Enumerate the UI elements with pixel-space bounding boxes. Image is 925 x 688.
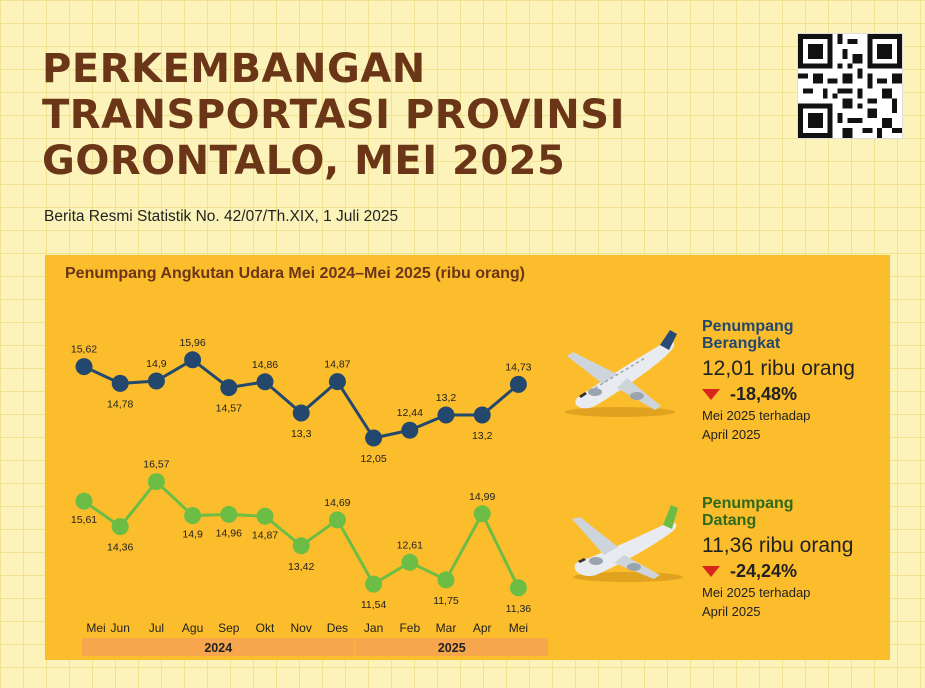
data-label: 16,57 xyxy=(143,459,169,471)
data-label: 14,36 xyxy=(107,542,133,554)
page-title: PERKEMBANGAN TRANSPORTASI PROVINSI GORON… xyxy=(42,46,742,184)
arrival-summary: Penumpang Datang 11,36 ribu orang -24,24… xyxy=(702,495,853,620)
data-point xyxy=(147,372,165,390)
qr-code-icon[interactable] xyxy=(797,33,903,139)
data-point xyxy=(292,537,310,555)
x-tick-label: Feb xyxy=(399,621,420,635)
data-label: 14,73 xyxy=(505,361,531,373)
data-label: 13,2 xyxy=(436,392,457,404)
departure-summary: Penumpang Berangkat 12,01 ribu orang -18… xyxy=(702,318,855,443)
data-point xyxy=(401,553,419,571)
data-label: 11,75 xyxy=(433,595,459,607)
data-point xyxy=(437,406,455,424)
data-point xyxy=(220,379,238,397)
data-label: 12,05 xyxy=(360,453,386,465)
data-label: 12,44 xyxy=(397,407,423,419)
data-point xyxy=(256,507,274,525)
data-point xyxy=(75,358,93,376)
data-point xyxy=(184,351,202,369)
x-tick-label: Mei xyxy=(86,621,105,635)
x-tick-label: Jan xyxy=(364,621,383,635)
data-label: 14,86 xyxy=(252,359,278,371)
departure-change: -18,48% xyxy=(702,384,855,405)
data-label: 14,96 xyxy=(216,527,242,539)
title-line: TRANSPORTASI PROVINSI xyxy=(42,92,625,138)
arrival-change-value: -24,24% xyxy=(730,561,798,581)
data-point xyxy=(509,579,527,597)
departure-name-line: Penumpang xyxy=(702,318,794,335)
data-label: 14,69 xyxy=(324,497,350,509)
data-point xyxy=(509,375,527,393)
data-point xyxy=(473,505,491,523)
data-label: 14,99 xyxy=(469,491,495,503)
x-tick-label: Des xyxy=(327,621,348,635)
data-label: 13,2 xyxy=(472,430,493,442)
x-tick-label: Agu xyxy=(182,621,203,635)
data-point xyxy=(292,404,310,422)
title-line: GORONTALO, MEI 2025 xyxy=(42,138,566,184)
down-triangle-icon xyxy=(702,566,720,577)
x-tick-label: Jun xyxy=(111,621,130,635)
chart-title: Penumpang Angkutan Udara Mei 2024–Mei 20… xyxy=(65,265,525,282)
data-point xyxy=(184,507,202,525)
departure-change-value: -18,48% xyxy=(730,384,798,404)
x-tick-label: Mei xyxy=(509,621,528,635)
data-point xyxy=(401,421,419,439)
x-tick-label: Apr xyxy=(473,621,492,635)
data-point xyxy=(147,473,165,491)
data-label: 14,78 xyxy=(107,398,133,410)
departure-note-line: April 2025 xyxy=(702,427,761,442)
data-label: 11,54 xyxy=(361,599,387,611)
year-band xyxy=(82,638,355,656)
departure-note-line: Mei 2025 terhadap xyxy=(702,408,811,423)
data-point xyxy=(328,373,346,391)
data-point xyxy=(111,518,129,536)
departure-name-line: Berangkat xyxy=(702,335,781,352)
data-label: 15,96 xyxy=(179,337,205,349)
arrival-note-line: April 2025 xyxy=(702,604,761,619)
page-subtitle: Berita Resmi Statistik No. 42/07/Th.XIX,… xyxy=(44,208,399,225)
departure-value: 12,01 ribu orang xyxy=(702,357,855,380)
data-point xyxy=(365,429,383,447)
data-label: 14,87 xyxy=(324,359,350,371)
data-label: 15,61 xyxy=(71,514,97,526)
data-label: 13,42 xyxy=(288,561,314,573)
data-label: 14,9 xyxy=(146,358,167,370)
title-line: PERKEMBANGAN xyxy=(42,46,426,92)
x-tick-label: Nov xyxy=(291,621,312,635)
chart-panel xyxy=(45,255,890,660)
x-tick-label: Okt xyxy=(256,621,275,635)
data-point xyxy=(437,571,455,589)
arrival-name-line: Penumpang xyxy=(702,495,794,512)
data-label: 12,61 xyxy=(397,539,423,551)
data-label: 14,87 xyxy=(252,529,278,541)
year-label: 2025 xyxy=(438,641,466,655)
data-point xyxy=(111,374,129,392)
data-label: 11,36 xyxy=(506,603,532,615)
data-point xyxy=(328,511,346,529)
arrival-name-line: Datang xyxy=(702,512,757,529)
data-point xyxy=(256,373,274,391)
x-tick-label: Sep xyxy=(218,621,240,635)
arrival-value: 11,36 ribu orang xyxy=(702,534,854,557)
airplane-arrival-icon xyxy=(572,505,683,582)
data-point xyxy=(75,492,93,510)
data-label: 14,57 xyxy=(216,403,242,415)
year-label: 2024 xyxy=(204,641,232,655)
data-label: 15,62 xyxy=(71,344,97,356)
data-label: 14,9 xyxy=(182,529,203,541)
x-tick-label: Jul xyxy=(149,621,164,635)
x-tick-label: Mar xyxy=(436,621,457,635)
data-label: 13,3 xyxy=(291,428,312,440)
arrival-note-line: Mei 2025 terhadap xyxy=(702,585,811,600)
arrival-change: -24,24% xyxy=(702,561,853,582)
data-point xyxy=(220,505,238,523)
down-triangle-icon xyxy=(702,389,720,400)
airplane-departure-icon xyxy=(565,330,677,417)
data-point xyxy=(473,406,491,424)
year-band xyxy=(355,638,548,656)
data-point xyxy=(365,575,383,593)
